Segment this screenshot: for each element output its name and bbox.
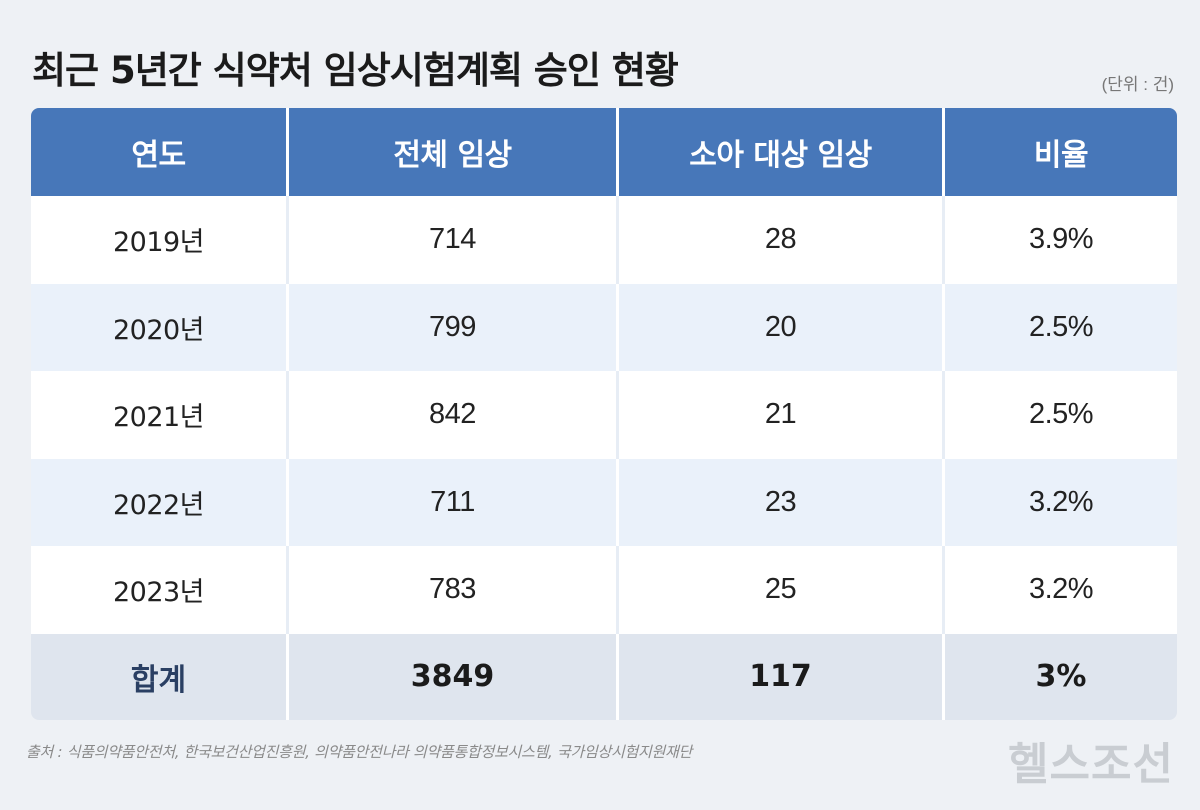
table-total-row: 합계 3849 117 3% xyxy=(31,633,1177,720)
table-cell-pediatric: 21 xyxy=(619,371,945,459)
unit-note: (단위 : 건) xyxy=(1101,75,1174,94)
total-cell-label: 합계 xyxy=(31,633,289,720)
table-cell-pediatric: 25 xyxy=(619,546,945,634)
table-cell-ratio: 3.2% xyxy=(1028,485,1094,518)
table-header-row: 연도 전체 임상 소아 대상 임상 비율 xyxy=(31,108,1177,196)
table-cell-year: 2021년 xyxy=(31,371,289,459)
data-table: 연도 전체 임상 소아 대상 임상 비율 2019년 714 28 3.9% 2… xyxy=(31,108,1177,720)
table-cell-year: 2019년 xyxy=(31,196,289,284)
table-cell-ratio: 2.5% xyxy=(1028,310,1094,343)
total-cell-total: 3849 xyxy=(289,633,619,720)
table-row: 2023년 783 25 3.2% xyxy=(31,546,1177,634)
table-row: 2021년 842 21 2.5% xyxy=(31,371,1177,459)
table-cell-total: 783 xyxy=(289,546,619,634)
page-title: 최근 5년간 식약처 임상시험계획 승인 현황 xyxy=(32,49,679,92)
source-note: 출처 : 식품의약품안전처, 한국보건산업진흥원, 의약품안전나라 의약품통합정… xyxy=(26,743,692,761)
table-cell-ratio: 3.2% xyxy=(1028,573,1094,606)
table-cell-total: 842 xyxy=(289,371,619,459)
table-cell-pediatric: 28 xyxy=(619,196,945,284)
table-cell-total: 711 xyxy=(289,458,619,546)
header-cell-pediatric-trials: 소아 대상 임상 xyxy=(619,108,945,196)
total-cell-ratio: 3% xyxy=(1035,659,1087,694)
table-cell-year: 2020년 xyxy=(31,283,289,371)
table-cell-year: 2023년 xyxy=(31,546,289,634)
table-cell-year: 2022년 xyxy=(31,458,289,546)
header-cell-total-trials: 전체 임상 xyxy=(289,108,619,196)
table-row: 2022년 711 23 3.2% xyxy=(31,458,1177,546)
table-cell-pediatric: 23 xyxy=(619,458,945,546)
table-cell-ratio: 3.9% xyxy=(1028,223,1094,256)
publisher-logo: 헬스조선 xyxy=(1008,739,1174,790)
table-row: 2020년 799 20 2.5% xyxy=(31,283,1177,371)
header-cell-ratio: 비율 xyxy=(1033,138,1089,173)
header-cell-year: 연도 xyxy=(31,108,289,196)
table-cell-pediatric: 20 xyxy=(619,283,945,371)
total-cell-pediatric: 117 xyxy=(619,633,945,720)
table-row: 2019년 714 28 3.9% xyxy=(31,196,1177,284)
table-cell-ratio: 2.5% xyxy=(1028,398,1094,431)
table-cell-total: 799 xyxy=(289,283,619,371)
table-cell-total: 714 xyxy=(289,196,619,284)
